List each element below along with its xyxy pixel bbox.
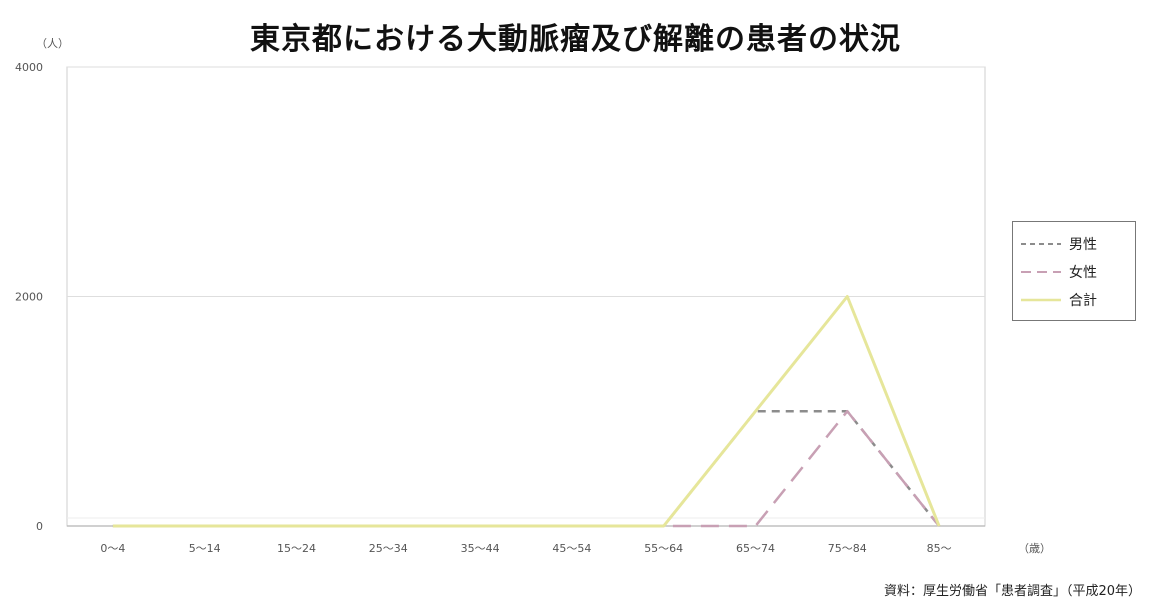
x-tick-label: 55〜64 <box>644 542 683 555</box>
y-tick-label: 4000 <box>15 61 43 74</box>
label-layer: 4000 2000 0 0〜4 5〜14 15〜24 25〜34 35〜44 45〜54 55〜6… <box>15 61 952 555</box>
legend: 男性 女性 合計 <box>1012 221 1136 321</box>
x-tick-label: 75〜84 <box>828 542 867 555</box>
legend-item: 合計 <box>1021 286 1127 314</box>
series-line-2 <box>112 295 941 528</box>
x-tick-label: 25〜34 <box>369 542 408 555</box>
legend-label: 女性 <box>1069 265 1097 281</box>
x-tick-label: 0〜4 <box>100 542 125 555</box>
x-tick-label: 5〜14 <box>189 542 221 555</box>
x-tick-label: 85〜 <box>927 542 952 555</box>
y-axis-unit-label: （人） <box>36 37 69 50</box>
legend-item: 男性 <box>1021 230 1127 258</box>
legend-swatch <box>1021 271 1061 273</box>
series-line-1 <box>112 410 941 528</box>
x-tick-label: 35〜44 <box>461 542 500 555</box>
source-note: 資料：厚生労働省「患者調査」（平成20年） <box>883 584 1141 599</box>
legend-label: 男性 <box>1069 237 1097 253</box>
chart-title: 東京都における大動脈瘤及び解離の患者の状況 <box>250 22 901 57</box>
y-tick-label: 2000 <box>15 291 43 304</box>
legend-swatch <box>1021 298 1061 302</box>
legend-swatch <box>1021 243 1061 245</box>
x-tick-label: 45〜54 <box>552 542 591 555</box>
series-layer <box>112 295 941 528</box>
y-tick-label: 0 <box>36 520 43 533</box>
legend-label: 合計 <box>1069 293 1097 309</box>
x-tick-label: 15〜24 <box>277 542 316 555</box>
legend-item: 女性 <box>1021 258 1127 286</box>
x-axis-unit-label: （歳） <box>1018 542 1051 555</box>
x-tick-label: 65〜74 <box>736 542 775 555</box>
series-line-0 <box>112 410 941 528</box>
